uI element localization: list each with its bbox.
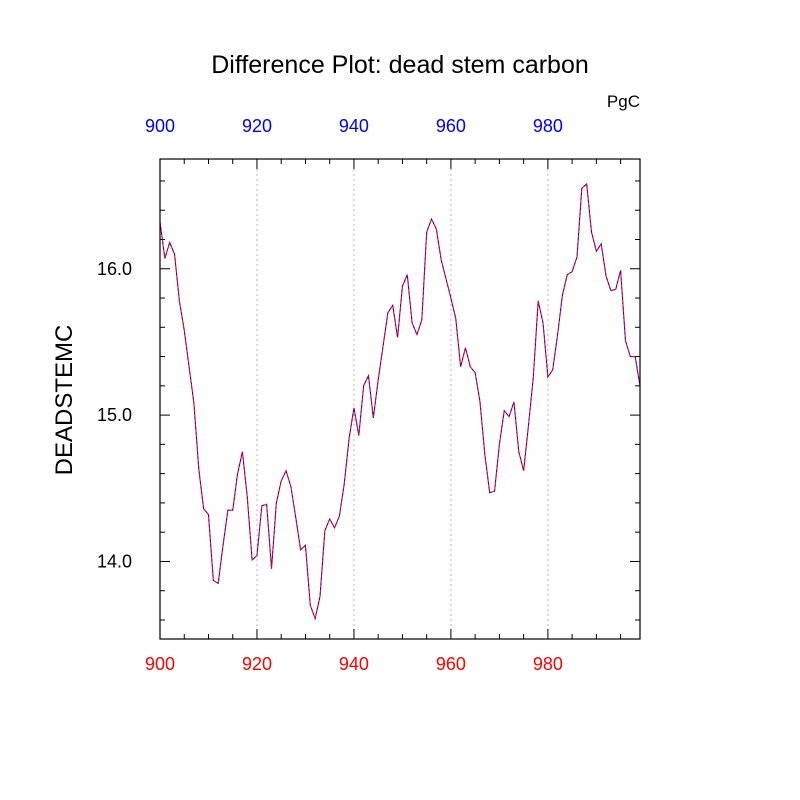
series-lines — [159, 182, 641, 621]
series-line-a — [159, 182, 641, 621]
units-label: PgC — [607, 92, 640, 111]
x-tick-label-top: 940 — [339, 116, 369, 136]
tick-marks — [159, 159, 640, 639]
chart-title: Difference Plot: dead stem carbon — [211, 51, 589, 79]
grid — [256, 159, 549, 639]
y-tick-label: 16.0 — [97, 259, 132, 279]
x-tick-label-top: 900 — [145, 116, 175, 136]
x-tick-label-bottom: 980 — [533, 654, 563, 674]
tick-labels: 900 920 940 960 980 900 920 940 960 980 14.0 15.0 16… — [97, 116, 563, 674]
series-line-b — [159, 182, 641, 621]
x-tick-label-bottom: 900 — [145, 654, 175, 674]
y-tick-label: 14.0 — [97, 551, 132, 571]
y-axis-label: DEADSTEMC — [51, 325, 78, 476]
x-tick-label-top: 920 — [242, 116, 272, 136]
x-tick-label-bottom: 920 — [242, 654, 272, 674]
x-tick-label-bottom: 940 — [339, 654, 369, 674]
x-tick-label-top: 960 — [436, 116, 466, 136]
x-tick-label-top: 980 — [533, 116, 563, 136]
x-tick-label-bottom: 960 — [436, 654, 466, 674]
y-tick-label: 15.0 — [97, 405, 132, 425]
plot-frame — [159, 158, 641, 640]
